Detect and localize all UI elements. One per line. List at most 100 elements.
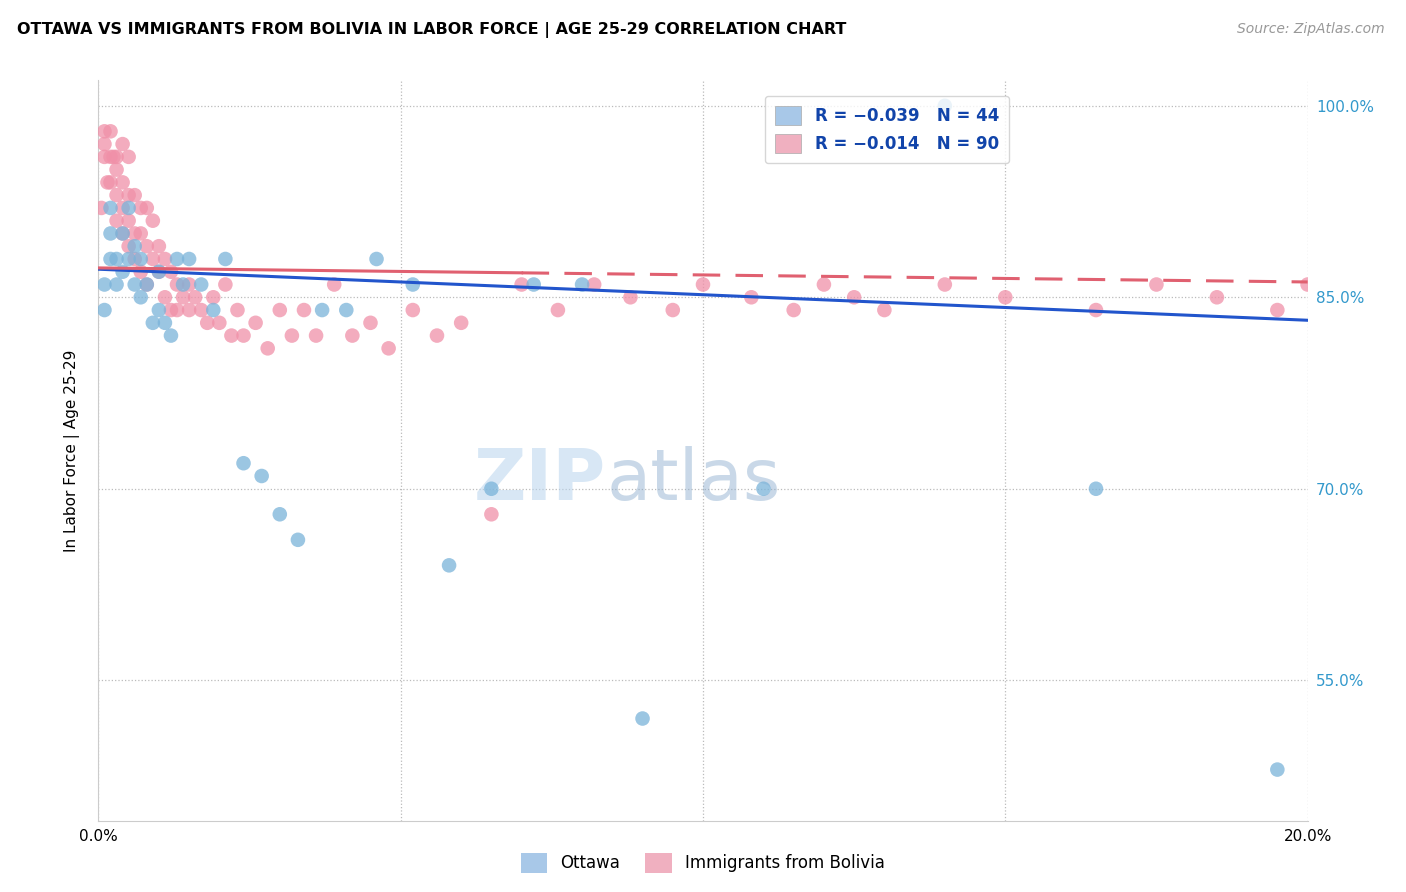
Point (692, 277, 714, 292)
Point (226, 303, 249, 318)
Point (118, 213, 141, 227)
Point (202, 290, 225, 304)
Point (93, 303, 115, 318)
Point (142, 252, 165, 266)
Point (166, 277, 188, 292)
Legend: R = −0.039   N = 44, R = −0.014   N = 90: R = −0.039 N = 44, R = −0.014 N = 90 (765, 96, 1010, 163)
Point (124, 239, 146, 253)
Point (105, 150, 128, 164)
Point (111, 175, 134, 189)
Point (172, 290, 194, 304)
Point (437, 558, 460, 573)
Point (100, 227, 122, 241)
Point (111, 137, 134, 152)
Point (631, 712, 654, 726)
Point (934, 99, 956, 113)
Point (135, 201, 157, 215)
Point (269, 303, 291, 318)
Point (135, 277, 157, 292)
Point (232, 328, 254, 343)
Point (1206, 290, 1229, 304)
Point (783, 303, 806, 318)
Point (752, 482, 775, 496)
Point (142, 316, 165, 330)
Point (100, 252, 122, 266)
Point (100, 150, 122, 164)
Point (481, 508, 503, 522)
Point (172, 277, 194, 292)
Point (111, 227, 134, 241)
Point (250, 469, 273, 483)
Point (281, 328, 304, 343)
Point (619, 290, 641, 304)
Point (148, 265, 170, 279)
Point (450, 316, 472, 330)
Point (166, 303, 188, 318)
Point (179, 277, 201, 292)
Point (129, 201, 152, 215)
Point (232, 456, 254, 470)
Point (1144, 277, 1167, 292)
Point (245, 316, 267, 330)
Point (105, 188, 128, 202)
Point (93, 124, 115, 138)
Point (335, 303, 357, 318)
Point (195, 316, 218, 330)
Point (202, 303, 225, 318)
Point (118, 252, 141, 266)
Point (813, 277, 835, 292)
Point (111, 265, 134, 279)
Point (510, 277, 533, 292)
Point (377, 342, 399, 356)
Point (90, 201, 112, 215)
Point (124, 252, 146, 266)
Point (153, 316, 176, 330)
Point (1085, 303, 1108, 318)
Point (481, 482, 503, 496)
Point (160, 328, 183, 343)
Point (1267, 763, 1289, 777)
Point (323, 277, 346, 292)
Point (287, 533, 309, 547)
Point (256, 342, 278, 356)
Point (118, 150, 141, 164)
Point (179, 252, 201, 266)
Point (105, 277, 128, 292)
Point (583, 277, 606, 292)
Point (402, 277, 425, 292)
Point (160, 265, 183, 279)
Point (124, 277, 146, 292)
Legend: Ottawa, Immigrants from Bolivia: Ottawa, Immigrants from Bolivia (515, 847, 891, 880)
Point (208, 316, 231, 330)
Point (100, 201, 122, 215)
Point (153, 290, 176, 304)
Point (292, 303, 315, 318)
Point (135, 239, 157, 253)
Point (844, 290, 866, 304)
Text: Source: ZipAtlas.com: Source: ZipAtlas.com (1237, 22, 1385, 37)
Point (111, 201, 134, 215)
Point (124, 188, 146, 202)
Point (103, 150, 125, 164)
Point (105, 162, 128, 177)
Point (148, 303, 170, 318)
Point (342, 328, 364, 343)
Point (661, 303, 683, 318)
Point (934, 277, 956, 292)
Point (166, 252, 188, 266)
Point (571, 277, 593, 292)
Point (129, 265, 152, 279)
Point (190, 277, 212, 292)
Point (366, 252, 388, 266)
Point (1267, 303, 1289, 318)
Point (184, 290, 207, 304)
Point (547, 303, 569, 318)
Y-axis label: In Labor Force | Age 25-29: In Labor Force | Age 25-29 (63, 350, 80, 551)
Point (105, 252, 128, 266)
Text: ZIP: ZIP (474, 446, 606, 515)
Point (269, 508, 291, 522)
Point (148, 265, 170, 279)
Point (129, 227, 152, 241)
Point (93, 277, 115, 292)
Point (124, 227, 146, 241)
